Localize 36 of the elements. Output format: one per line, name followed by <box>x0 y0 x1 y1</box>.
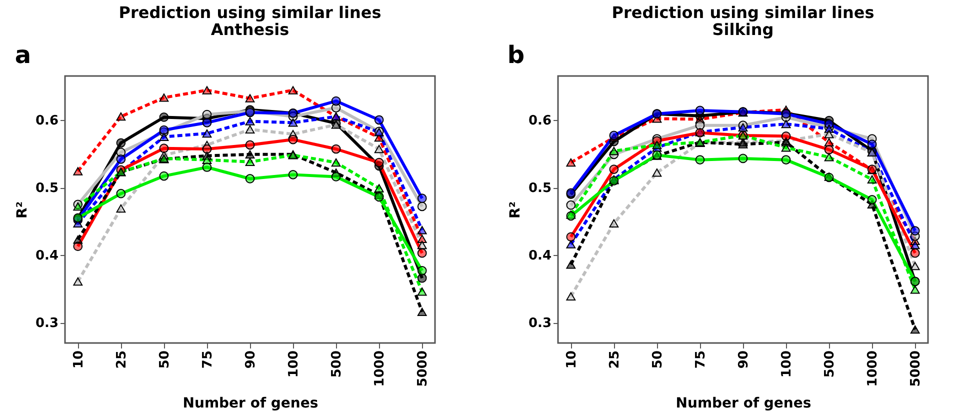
x-tick-label: 5000 <box>908 350 924 387</box>
x-tick-label: 5000 <box>416 350 431 387</box>
chart-title: Prediction using similar lines <box>118 3 382 22</box>
y-tick-label: 0.3 <box>35 316 58 332</box>
x-tick-label: 100 <box>780 350 795 378</box>
x-axis-title: Number of genes <box>182 396 318 412</box>
x-tick-label: 50 <box>650 350 666 369</box>
chart-subtitle: Silking <box>712 20 774 39</box>
text: b <box>507 41 525 69</box>
chart-title: Prediction using similar lines <box>612 3 874 22</box>
x-tick-label: 500 <box>330 350 345 378</box>
x-tick-label: 75 <box>693 350 708 369</box>
x-tick-label: 25 <box>607 350 622 369</box>
y-tick-label: 0.5 <box>528 181 552 196</box>
y-tick-label: 0.6 <box>528 113 552 128</box>
y-axis-title: R² <box>14 202 30 218</box>
x-axis-title: Number of genes <box>676 396 812 412</box>
y-tick-label: 0.5 <box>35 181 58 196</box>
text: a <box>14 41 32 69</box>
x-tick-label: 500 <box>822 350 838 378</box>
y-tick-label: 0.4 <box>528 248 552 264</box>
x-tick-label: 1000 <box>866 350 881 387</box>
x-tick-label: 25 <box>114 350 130 369</box>
x-tick-label: 90 <box>244 350 258 369</box>
chart-subtitle: Anthesis <box>210 20 290 39</box>
y-tick-label: 0.3 <box>528 316 552 332</box>
y-tick-label: 0.6 <box>35 113 58 128</box>
x-tick-label: 10 <box>71 350 86 369</box>
x-tick-label: 10 <box>564 350 580 369</box>
y-tick-label: 0.4 <box>35 248 58 264</box>
x-tick-label: 1000 <box>372 350 388 387</box>
x-tick-label: 75 <box>200 350 216 369</box>
y-axis-title: R² <box>507 202 524 218</box>
x-tick-label: 50 <box>157 350 172 369</box>
x-tick-label: 100 <box>286 350 302 378</box>
x-tick-label: 90 <box>736 350 752 369</box>
